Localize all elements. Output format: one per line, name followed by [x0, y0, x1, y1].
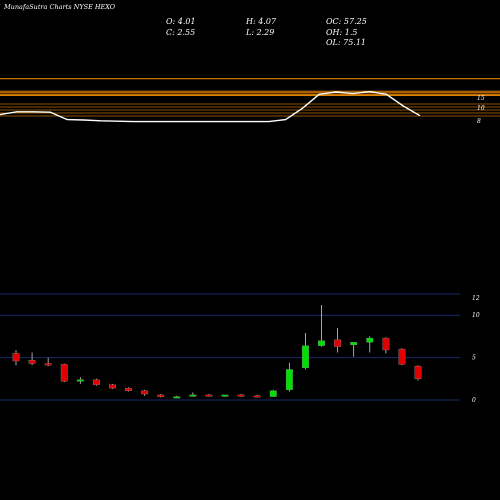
candle — [125, 387, 132, 392]
candle-body — [93, 379, 100, 385]
indicator-tick-label: 10 — [477, 105, 485, 112]
candle-body — [285, 369, 293, 390]
candle-body — [253, 395, 261, 398]
open-readout: O: 4.01 — [166, 17, 196, 26]
candle — [334, 327, 342, 353]
candle-body — [398, 348, 406, 365]
high-readout: H: 4.07 — [245, 17, 277, 26]
price-tick-label: 12 — [472, 295, 480, 302]
candle-body — [12, 353, 20, 362]
candle — [253, 394, 261, 398]
candle — [141, 389, 149, 396]
candle-body — [318, 340, 325, 346]
close-readout: C: 2.55 — [166, 28, 195, 37]
candle — [269, 389, 277, 397]
candle — [398, 348, 406, 366]
candle — [28, 352, 36, 366]
candle — [237, 394, 245, 397]
candle-body — [28, 359, 36, 364]
candle — [173, 395, 181, 399]
indicator-tick-label: 8 — [477, 118, 481, 125]
candle-body — [125, 387, 132, 391]
candle-body — [157, 394, 165, 397]
candle-body — [109, 384, 116, 389]
candle — [382, 337, 390, 354]
candle-body — [76, 379, 84, 382]
candle-body — [237, 394, 245, 397]
candle — [350, 342, 358, 357]
indicator-line — [0, 90, 421, 123]
candle-body — [302, 345, 309, 368]
oc-readout: OC: 57.25 — [326, 17, 367, 26]
candle-body — [366, 337, 374, 343]
candle — [76, 377, 84, 384]
indicator-panel: 15 10 8 — [0, 78, 500, 125]
candle-body — [414, 365, 422, 379]
candle-body — [60, 364, 68, 382]
candle — [44, 357, 52, 367]
candle-body — [189, 394, 197, 397]
candle-body — [221, 394, 229, 397]
candle — [318, 305, 325, 347]
candle — [12, 349, 20, 366]
low-readout: L: 2.29 — [245, 28, 274, 37]
candle — [93, 378, 100, 386]
candle — [285, 362, 293, 392]
indicator-tick-label: 15 — [477, 95, 485, 102]
candle-body — [141, 390, 149, 395]
candle — [157, 394, 165, 398]
candle — [189, 392, 197, 397]
candle — [60, 363, 68, 383]
chart-title: MunafaSutra Charts NYSE HEXO — [3, 3, 116, 11]
oh-readout: OH: 1.5 — [326, 28, 358, 37]
candle-body — [269, 390, 277, 397]
candle-body — [173, 396, 181, 399]
ol-readout: OL: 75.11 — [326, 38, 366, 47]
price-tick-label: 0 — [472, 397, 476, 404]
candle — [302, 333, 309, 370]
candle-body — [334, 339, 342, 347]
candle — [366, 336, 374, 353]
candle-body — [350, 342, 358, 346]
candle-body — [205, 394, 213, 397]
price-tick-label: 10 — [472, 312, 480, 319]
candle — [221, 394, 229, 397]
candle-body — [382, 337, 390, 351]
candle — [109, 383, 116, 389]
candle-body — [44, 363, 52, 366]
price-tick-label: 5 — [472, 355, 476, 362]
candle — [414, 365, 422, 381]
candle — [205, 394, 213, 397]
price-panel: 12 10 5 0 — [0, 293, 480, 404]
